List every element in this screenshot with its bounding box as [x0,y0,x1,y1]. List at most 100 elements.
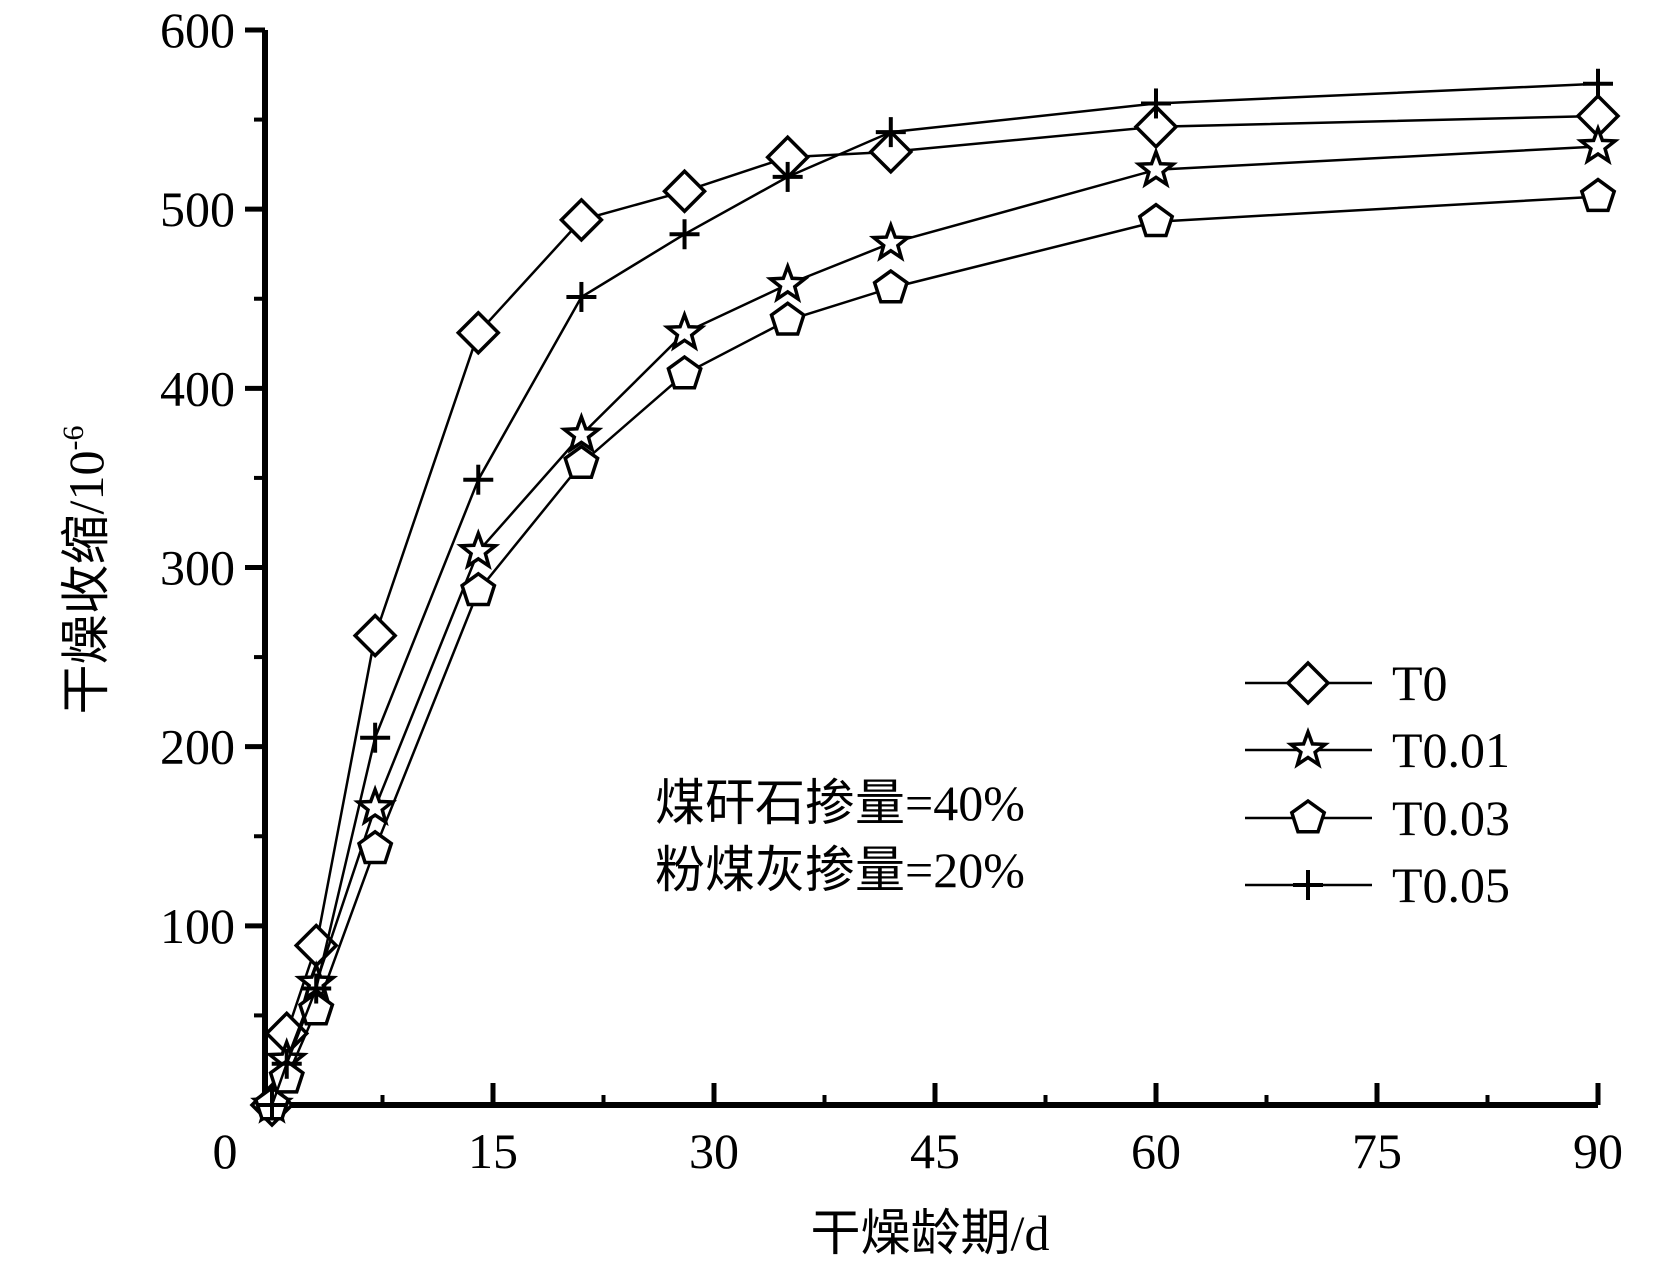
legend-item-t0: T0 [1245,655,1448,711]
y-tick-label: 100 [160,898,235,954]
data-point-t0-05 [772,161,803,192]
y-axis-title-text: 干燥收缩/10 [58,451,114,715]
data-point-t0-05 [301,973,332,1004]
legend-label-t0-01: T0.01 [1392,722,1510,778]
star-marker-shape [662,309,707,352]
diamond-marker-shape [352,613,398,659]
legend-marker-t0-03 [1289,798,1327,834]
pentagon-marker-shape [666,354,703,390]
star-marker-shape [1286,726,1330,769]
data-point-t0-03 [769,301,806,336]
legend-marker-t0-01 [1286,726,1330,769]
diamond-marker-shape [1133,104,1179,150]
pentagon-marker-shape [872,268,910,304]
data-point-t0-01 [868,220,913,262]
series-layer [249,68,1621,1128]
data-point-t0 [352,613,398,659]
data-point-t0 [662,168,708,214]
diamond-marker-shape [868,129,914,175]
diamond-marker-shape [1285,660,1331,706]
star-marker-shape [1134,146,1178,189]
x-tick-label: 15 [468,1123,518,1179]
star-marker-shape [765,261,810,304]
diamond-marker-shape [662,168,708,214]
y-tick-label: 300 [160,540,235,596]
data-point-t0-05 [669,219,700,250]
star-marker-shape [559,411,604,454]
data-point-t0-05 [360,722,391,753]
data-point-t0-03 [872,268,910,304]
data-point-t0-01 [559,411,604,454]
data-point-t0-05 [1141,88,1171,119]
pentagon-marker-shape [460,571,497,607]
data-point-t0 [1133,104,1179,150]
data-point-t0-03 [297,990,335,1026]
legend-marker-t0 [1285,660,1331,706]
legend-item-t0-05: T0.05 [1245,857,1510,913]
data-point-t0 [558,197,604,243]
data-point-t0-01 [456,528,501,570]
x-tick-label: 90 [1573,1123,1623,1179]
y-tick-label: 600 [160,2,235,58]
legend-item-t0-01: T0.01 [1245,722,1510,778]
y-axis-title: 干燥收缩/10-6 [57,426,114,715]
data-point-t0-05 [271,1048,302,1079]
pentagon-marker-shape [1137,202,1175,238]
star-marker-shape [868,220,913,262]
y-tick-label: 200 [160,719,235,775]
series-t0-03 [253,177,1617,1121]
data-point-t0-05 [463,464,494,495]
axes: 100 200 300 400 500 600 0 15 30 45 60 75 90 [160,2,1623,1179]
diamond-marker-shape [455,310,501,356]
legend-label-t0: T0 [1392,655,1448,711]
y-tick-label: 500 [160,181,235,237]
star-marker-shape [456,528,501,570]
data-point-t0-05 [257,1090,287,1120]
series-t0-05 [257,68,1613,1120]
data-point-t0-01 [1134,146,1178,189]
pentagon-marker-shape [769,301,806,336]
data-point-t0-03 [1137,202,1175,238]
x-tick-label: 45 [910,1123,960,1179]
data-point-t0-03 [563,444,600,480]
annotation-text: 煤矸石掺量=40% [655,775,1025,831]
x-axis-title: 干燥龄期/d [811,1205,1050,1261]
series-t0 [249,93,1621,1128]
y-tick-label: 400 [160,360,235,416]
data-point-t0-01 [662,309,707,352]
x-tick-label: 0 [213,1123,238,1179]
x-tick-label: 30 [689,1123,739,1179]
series-line-t0-01 [270,145,1599,1106]
data-point-t0-03 [1579,177,1617,213]
data-point-t0-03 [666,354,703,390]
pentagon-marker-shape [356,829,394,865]
pentagon-marker-shape [563,444,600,480]
legend-label-t0-05: T0.05 [1392,857,1510,913]
data-point-t0-03 [460,571,497,607]
data-point-t0 [868,129,914,175]
annotation-text: 粉煤灰掺量=20% [655,842,1025,898]
data-point-t0-03 [356,829,394,865]
legend-marker-t0-05 [1293,870,1323,900]
diamond-marker-shape [558,197,604,243]
data-point-t0-01 [765,261,810,304]
data-point-t0-05 [1583,68,1613,99]
data-point-t0-05 [875,117,906,148]
annotation-layer: 煤矸石掺量=40% 粉煤灰掺量=20% [655,775,1025,898]
legend: T0 T0.01 T0.03 T0.05 [1245,655,1510,913]
pentagon-marker-shape [1579,177,1617,213]
pentagon-marker-shape [297,990,335,1026]
x-tick-label: 60 [1131,1123,1181,1179]
data-point-t0-01 [1576,123,1620,166]
pentagon-marker-shape [1289,798,1327,834]
data-point-t0 [455,310,501,356]
star-marker-shape [1576,123,1620,166]
legend-item-t0-03: T0.03 [1245,790,1510,846]
y-axis-title-superscript: -6 [57,426,90,451]
data-point-t0-01 [353,784,398,827]
star-marker-shape [353,784,398,827]
x-tick-label: 75 [1352,1123,1402,1179]
data-point-t0-05 [566,281,597,312]
legend-label-t0-03: T0.03 [1392,790,1510,846]
